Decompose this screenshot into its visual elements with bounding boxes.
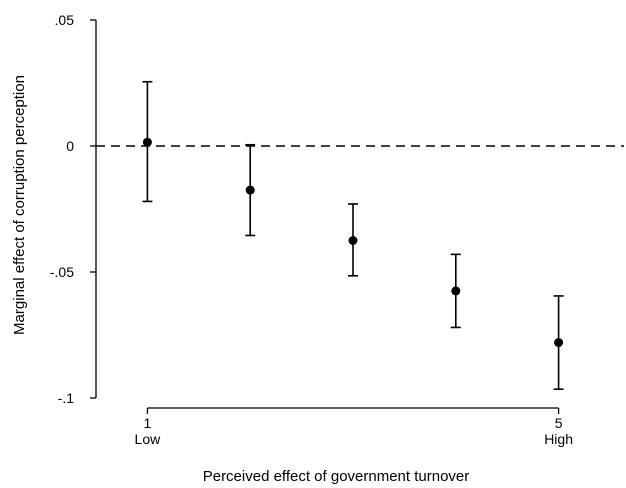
y-tick-label: 0 xyxy=(66,138,74,154)
y-tick-label: -.1 xyxy=(58,390,75,406)
data-point xyxy=(142,137,152,147)
x-tick-sublabel: High xyxy=(544,431,573,447)
data-point xyxy=(451,286,461,296)
y-tick-label: -.05 xyxy=(50,264,74,280)
x-axis-title: Perceived effect of government turnover xyxy=(203,468,470,485)
data-point xyxy=(554,338,564,348)
y-tick-label: .05 xyxy=(55,12,75,28)
y-axis-title: Marginal effect of corruption perception xyxy=(11,75,28,335)
x-tick-label: 5 xyxy=(555,415,563,431)
data-point xyxy=(245,185,255,195)
x-tick-sublabel: Low xyxy=(135,431,162,447)
x-tick-label: 1 xyxy=(144,415,152,431)
data-point xyxy=(348,236,358,245)
